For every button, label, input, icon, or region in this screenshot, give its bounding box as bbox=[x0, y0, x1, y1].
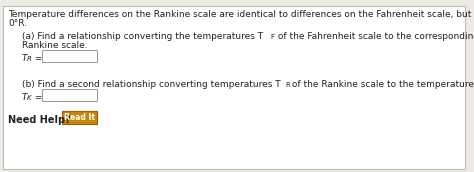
FancyBboxPatch shape bbox=[42, 89, 97, 101]
Text: R: R bbox=[285, 82, 290, 88]
Text: =: = bbox=[32, 93, 42, 102]
Text: T: T bbox=[22, 54, 27, 63]
Text: Read It: Read It bbox=[64, 113, 95, 122]
Text: R: R bbox=[27, 56, 32, 62]
FancyBboxPatch shape bbox=[62, 111, 97, 124]
Text: (a) Find a relationship converting the temperatures T: (a) Find a relationship converting the t… bbox=[22, 32, 263, 41]
Text: of the Fahrenheit scale to the corresponding temperatures T: of the Fahrenheit scale to the correspon… bbox=[275, 32, 474, 41]
Text: of the Rankine scale to the temperatures T: of the Rankine scale to the temperatures… bbox=[289, 80, 474, 89]
Text: 0°R.: 0°R. bbox=[8, 19, 27, 28]
Text: T: T bbox=[22, 93, 27, 102]
FancyBboxPatch shape bbox=[3, 6, 465, 169]
Text: Rankine scale.: Rankine scale. bbox=[22, 41, 88, 50]
Text: Temperature differences on the Rankine scale are identical to differences on the: Temperature differences on the Rankine s… bbox=[8, 10, 474, 19]
FancyBboxPatch shape bbox=[42, 50, 97, 62]
Text: (b) Find a second relationship converting temperatures T: (b) Find a second relationship convertin… bbox=[22, 80, 281, 89]
Text: =: = bbox=[32, 54, 42, 63]
Text: K: K bbox=[27, 95, 32, 101]
Text: Need Help?: Need Help? bbox=[8, 115, 71, 125]
Text: F: F bbox=[271, 34, 275, 40]
